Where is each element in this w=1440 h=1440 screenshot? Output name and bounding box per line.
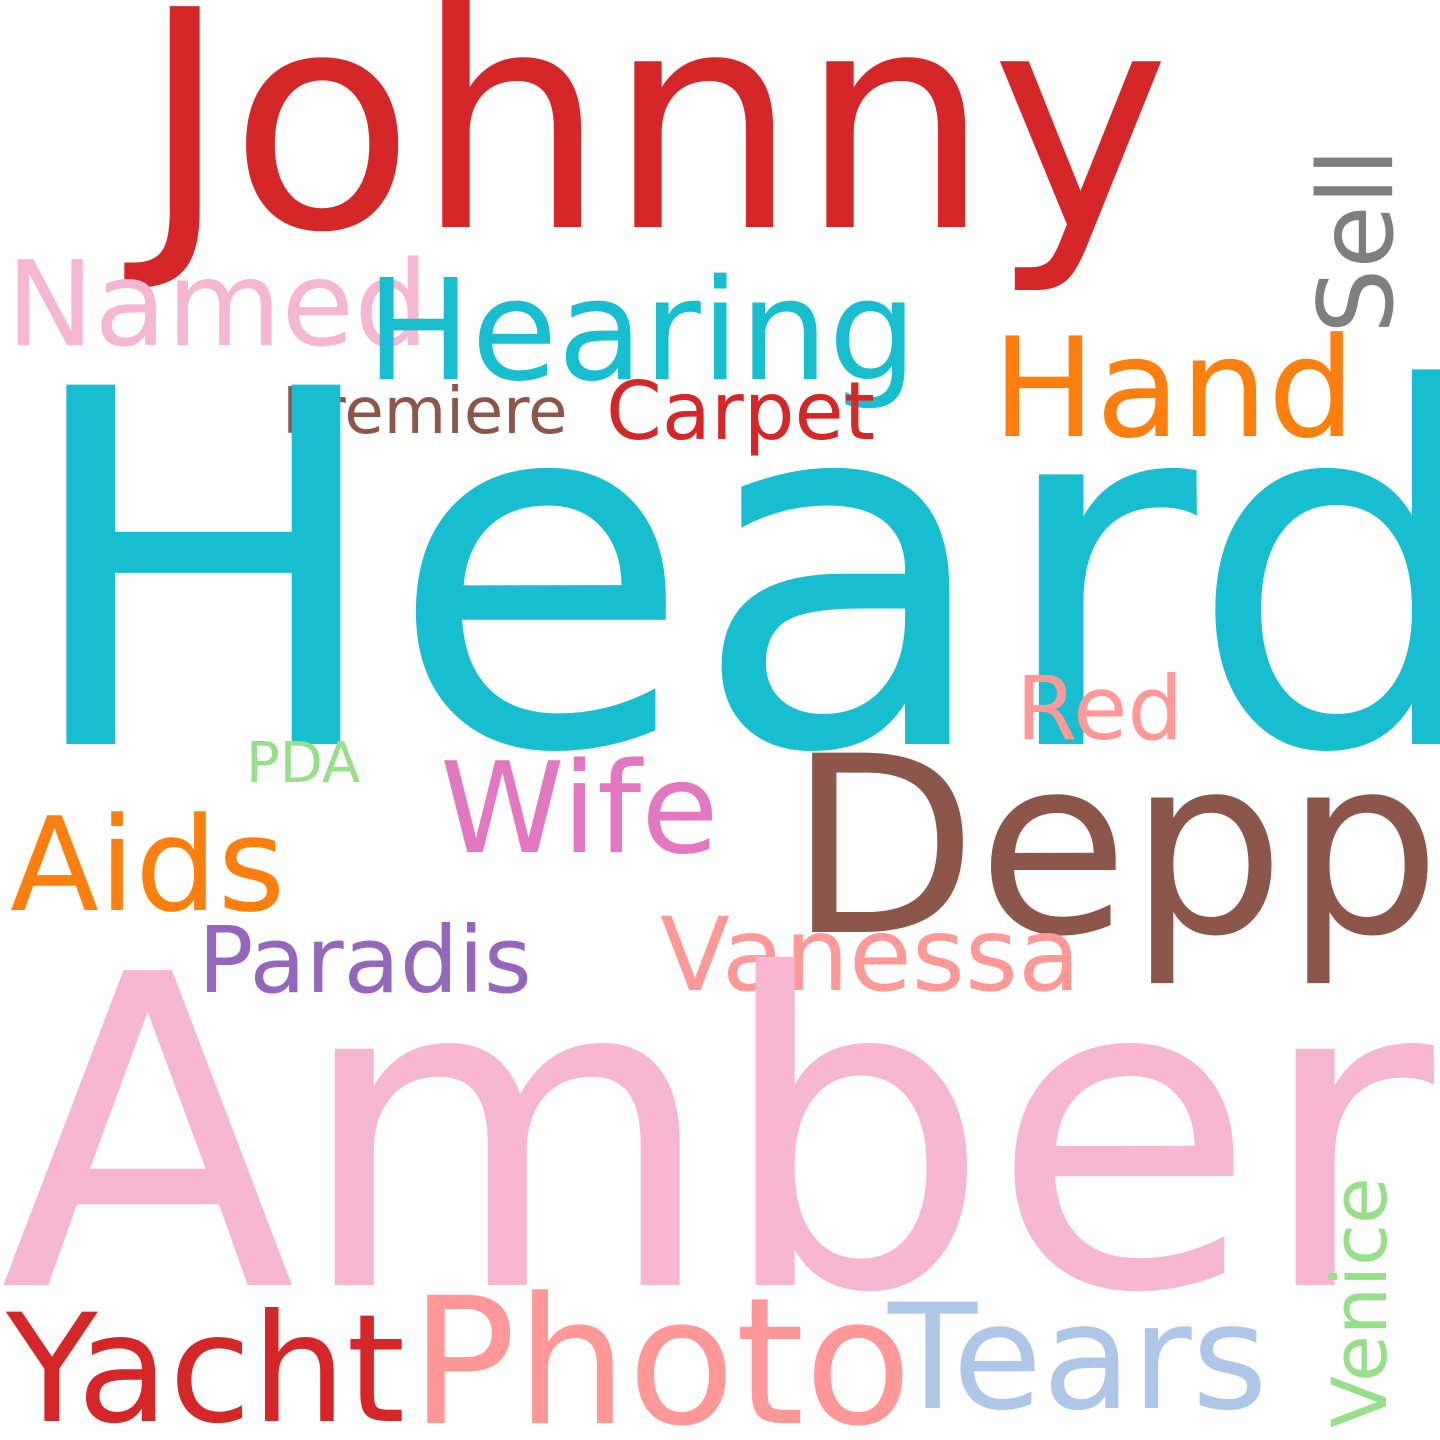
word-aids: Aids	[10, 789, 286, 941]
word-photo: Photo	[410, 1260, 913, 1440]
word-heard: Heard	[18, 287, 1440, 861]
word-paradis: Paradis	[198, 907, 532, 1014]
word-johnny: Johnny	[140, 0, 1171, 299]
word-depp: Depp	[788, 705, 1440, 991]
word-pda: PDA	[246, 731, 361, 796]
word-hearing: Hearing	[366, 250, 918, 413]
word-carpet: Carpet	[606, 365, 876, 458]
word-hand: Hand	[992, 308, 1356, 469]
word-wife: Wife	[440, 735, 719, 882]
word-amber: Amber	[0, 884, 1434, 1387]
word-red: Red	[1016, 657, 1184, 760]
word-vanessa: Vanessa	[660, 896, 1081, 1015]
word-venice: Venice	[1315, 1177, 1404, 1428]
word-premiere: Premiere	[282, 375, 568, 449]
word-yacht: Yacht	[6, 1283, 406, 1440]
word-tears: Tears	[888, 1273, 1268, 1440]
word-named: Named	[6, 235, 430, 373]
